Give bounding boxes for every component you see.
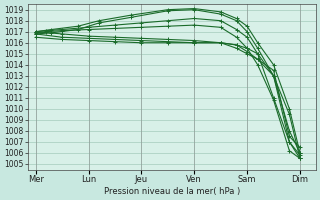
X-axis label: Pression niveau de la mer( hPa ): Pression niveau de la mer( hPa ) [104,187,240,196]
